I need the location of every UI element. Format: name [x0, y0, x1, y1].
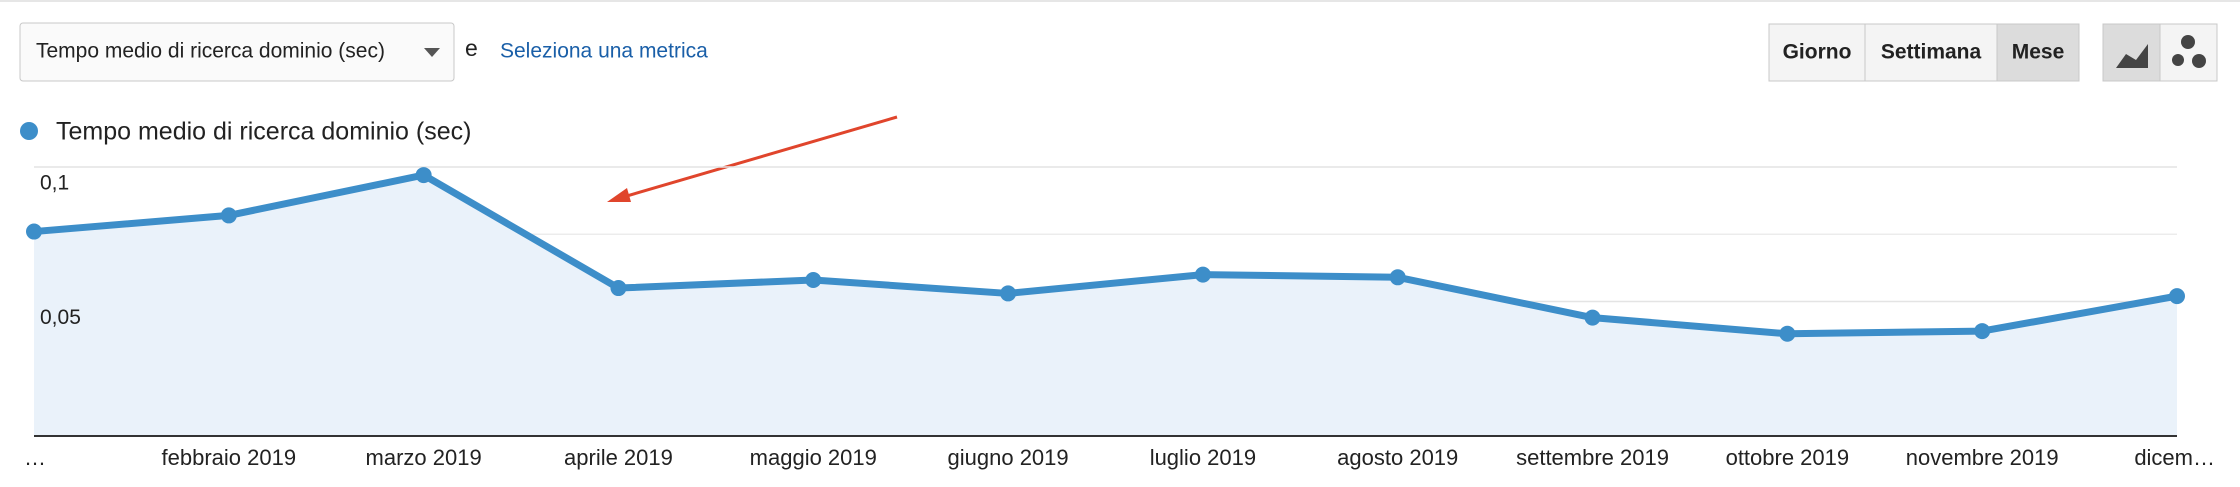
x-tick-label: luglio 2019 [1150, 445, 1256, 470]
area [34, 175, 2177, 436]
period-label: Giorno [1783, 41, 1852, 64]
line-view-button[interactable] [2102, 23, 2161, 82]
joiner: e [465, 35, 478, 61]
period-label: Settimana [1881, 41, 1982, 64]
motion-view-button[interactable] [2159, 23, 2218, 82]
data-point [1584, 309, 1601, 326]
data-point [1194, 266, 1211, 283]
data-point [1779, 325, 1796, 342]
legend-marker [20, 122, 38, 140]
x-tick-label: novembre 2019 [1906, 445, 2059, 470]
annotation-arrowhead [607, 188, 631, 202]
x-tick-label: aprile 2019 [564, 445, 673, 470]
period-label: Mese [2012, 41, 2065, 64]
period-button[interactable] [1996, 23, 2080, 82]
x-tick-label: … [24, 445, 46, 470]
data-point [1000, 285, 1017, 302]
x-tick-label: ottobre 2019 [1726, 445, 1850, 470]
line-icon [2116, 44, 2148, 68]
annotation-arrow [619, 115, 898, 200]
dropdown-caret [424, 48, 440, 57]
x-tick-label: marzo 2019 [366, 445, 482, 470]
add-metric-link[interactable]: Seleziona una metrica [500, 40, 708, 63]
x-tick-label: dicem… [2134, 445, 2215, 470]
y-tick-label: 0,05 [40, 306, 81, 329]
period-button[interactable] [1864, 23, 1998, 82]
legend-label: Tempo medio di ricerca dominio (sec) [56, 118, 471, 146]
data-point [26, 223, 42, 240]
data-point [610, 280, 627, 297]
data-point [220, 207, 237, 224]
series-line [33, 171, 2178, 338]
data-point [1389, 269, 1406, 286]
x-tick-label: maggio 2019 [750, 445, 877, 470]
data-point [1974, 323, 1991, 340]
data-point [415, 167, 432, 184]
x-tick-label: settembre 2019 [1516, 445, 1669, 470]
motion-icon [2181, 35, 2195, 49]
motion-icon [2172, 54, 2184, 66]
motion-icon [2192, 54, 2206, 68]
data-point [2169, 288, 2185, 305]
x-tick-label: giugno 2019 [948, 445, 1069, 470]
period-button[interactable] [1768, 23, 1866, 82]
x-tick-label: agosto 2019 [1337, 445, 1458, 470]
x-tick-label: febbraio 2019 [162, 445, 297, 470]
data-point [805, 271, 822, 288]
metric-dropdown[interactable] [19, 22, 455, 82]
y-tick-label: 0,1 [40, 172, 69, 195]
metric-label: Tempo medio di ricerca dominio (sec) [36, 40, 385, 63]
